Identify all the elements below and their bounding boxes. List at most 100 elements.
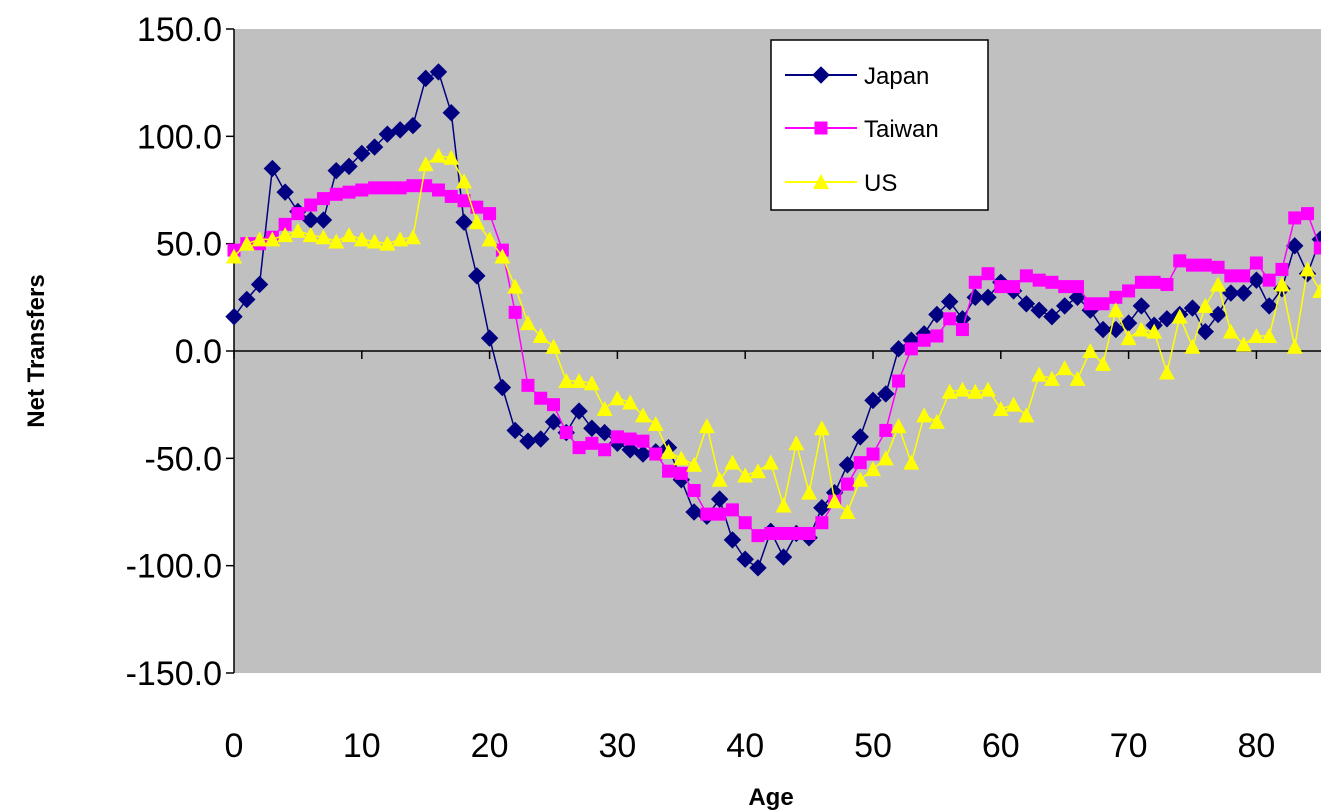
data-point-us [775,497,792,513]
data-point-taiwan [483,207,497,221]
data-point-us [532,327,549,343]
data-point-taiwan [316,192,330,206]
data-point-taiwan [1109,290,1123,304]
data-point-japan [1183,299,1202,317]
data-point-taiwan [1019,269,1033,283]
data-point-us [749,463,766,479]
data-point-taiwan [547,398,560,412]
data-point-taiwan [623,432,637,446]
data-point-japan [1030,301,1048,319]
data-point-us [839,504,856,519]
data-point-taiwan [329,187,343,201]
data-point-taiwan [1313,241,1321,255]
data-point-japan [327,161,345,180]
data-point-us [251,231,268,247]
data-point-us [264,231,281,247]
data-point-taiwan [355,183,369,197]
data-point-japan [595,423,614,442]
data-point-japan [813,498,831,517]
data-point-us [673,450,690,466]
data-point-us [404,229,421,245]
data-point-japan [1286,237,1304,255]
data-point-us [226,248,242,264]
data-point-us [1120,330,1137,346]
data-point-us [1312,282,1321,298]
data-point-taiwan [1070,280,1084,294]
data-point-us [328,233,345,249]
y-tick-label: 150.0 [137,11,222,49]
y-axis-title: Net Transfers [23,274,50,427]
data-point-us [916,407,933,423]
data-point-us [456,173,473,189]
tick-labels: 150.0 100.0 50.0 0.0 -50.0 -100.0 -150.00 10 20 3… [126,11,1276,765]
data-point-taiwan [1134,275,1148,289]
data-point-japan [1209,305,1227,324]
data-point-taiwan [1288,211,1302,225]
data-point-japan [250,275,269,294]
data-point-taiwan [1211,260,1225,274]
data-point-japan [1043,307,1061,326]
data-point-taiwan [291,207,305,221]
series-layer [225,63,1321,577]
data-point-taiwan [751,529,765,543]
legend-item-japan: Japan [785,63,929,90]
data-point-japan [238,290,256,309]
data-point-taiwan [534,391,548,405]
data-point-japan [621,441,639,459]
data-point-us [596,400,613,416]
data-point-us [737,467,754,483]
data-point-japan [1017,295,1036,313]
data-point-japan [1247,271,1266,289]
data-point-taiwan [1122,284,1136,298]
data-point-japan [940,292,959,311]
data-point-taiwan [1032,273,1046,287]
data-point-japan [864,391,882,410]
data-point-japan [276,183,294,201]
data-point-taiwan [1007,280,1021,294]
data-point-taiwan [1301,207,1315,221]
data-point-taiwan [904,342,918,356]
data-point-japan [685,503,703,521]
data-point-japan [493,378,512,397]
data-point-taiwan [955,323,969,337]
data-point-taiwan [943,312,957,326]
data-point-taiwan [1045,275,1059,289]
x-tick-label: 70 [1110,727,1148,765]
x-tick-label: 40 [726,727,764,765]
data-point-taiwan [815,516,829,530]
data-point-japan [378,125,397,143]
data-point-us [980,381,997,397]
y-tick-label: 0.0 [175,333,222,371]
data-point-taiwan [1160,277,1174,291]
data-point-us [494,248,511,264]
data-point-japan [225,307,243,326]
legend-item-us: US [785,170,897,197]
data-point-us [762,454,779,470]
data-point-taiwan [278,217,292,231]
data-point-us [519,315,536,331]
data-point-us [583,375,600,391]
data-point-us [238,235,255,251]
data-point-taiwan [521,378,535,392]
legend-label-japan: Japan [864,63,929,90]
data-point-japan [723,531,742,549]
data-point-japan [979,288,997,307]
data-point-us [1069,370,1086,386]
data-point-taiwan [1237,269,1251,283]
legend: Japan Taiwan US [770,39,989,211]
data-point-taiwan [393,181,407,195]
data-point-japan [544,413,563,431]
data-point-us [992,400,1009,416]
data-point-japan [710,490,729,508]
data-point-taiwan [840,477,854,491]
x-tick-label: 10 [343,727,381,765]
data-point-japan [1158,310,1176,328]
data-point-japan [1055,297,1074,315]
data-point-us [1031,366,1048,382]
y-tick-label: 100.0 [137,118,222,156]
x-tick-label: 60 [982,727,1020,765]
data-point-taiwan [1058,280,1072,294]
data-point-japan [365,138,384,156]
data-point-taiwan [457,194,471,208]
data-point-us [481,231,498,247]
